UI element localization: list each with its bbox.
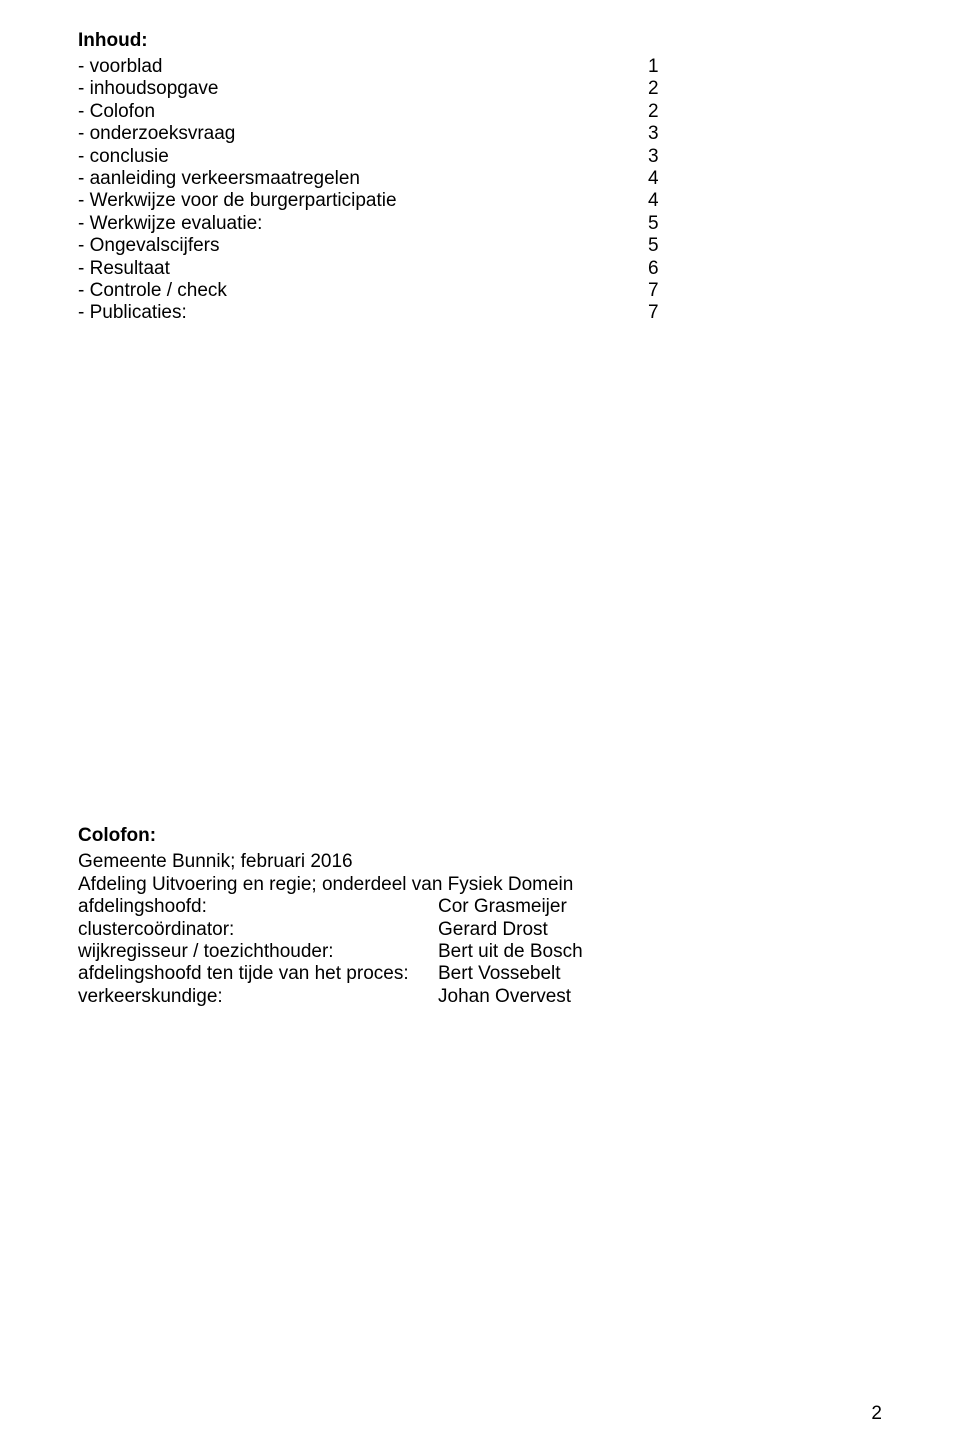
toc-label: - Resultaat <box>78 258 170 280</box>
toc-label: - inhoudsopgave <box>78 78 219 100</box>
toc-label: - aanleiding verkeersmaatregelen <box>78 168 360 190</box>
toc-label: - Colofon <box>78 101 155 123</box>
toc-label: - Werkwijze evaluatie: <box>78 213 262 235</box>
toc-label: - voorblad <box>78 56 163 78</box>
colofon-line: Gemeente Bunnik; februari 2016 <box>78 851 882 873</box>
colofon-block: Colofon: Gemeente Bunnik; februari 2016 … <box>78 825 882 1008</box>
toc-label: - Controle / check <box>78 280 227 302</box>
toc-row: - inhoudsopgave 2 <box>78 78 678 100</box>
toc-row: - Resultaat 6 <box>78 258 678 280</box>
toc-page: 3 <box>648 146 678 168</box>
toc: - voorblad 1 - inhoudsopgave 2 - Colofon… <box>78 56 882 325</box>
toc-page: 6 <box>648 258 678 280</box>
toc-label: - conclusie <box>78 146 169 168</box>
colofon-row: afdelingshoofd: Cor Grasmeijer <box>78 896 882 918</box>
toc-page: 5 <box>648 213 678 235</box>
colofon-title: Colofon: <box>78 825 882 847</box>
toc-label: - onderzoeksvraag <box>78 123 235 145</box>
toc-page: 2 <box>648 101 678 123</box>
toc-row: - voorblad 1 <box>78 56 678 78</box>
toc-row: - Publicaties: 7 <box>78 302 678 324</box>
page-number: 2 <box>871 1403 882 1425</box>
toc-row: - Colofon 2 <box>78 101 678 123</box>
toc-row: - conclusie 3 <box>78 146 678 168</box>
toc-row: - Controle / check 7 <box>78 280 678 302</box>
colofon-value: Gerard Drost <box>438 919 548 941</box>
colofon-value: Cor Grasmeijer <box>438 896 567 918</box>
toc-label: - Ongevalscijfers <box>78 235 220 257</box>
colofon-row: verkeerskundige: Johan Overvest <box>78 986 882 1008</box>
colofon-value: Bert uit de Bosch <box>438 941 583 963</box>
inhoud-title: Inhoud: <box>78 30 882 52</box>
colofon-value: Johan Overvest <box>438 986 571 1008</box>
colofon-value: Bert Vossebelt <box>438 963 561 985</box>
toc-row: - Werkwijze voor de burgerparticipatie 4 <box>78 190 678 212</box>
toc-page: 7 <box>648 280 678 302</box>
colofon-label: wijkregisseur / toezichthouder: <box>78 941 438 963</box>
toc-page: 5 <box>648 235 678 257</box>
toc-row: - onderzoeksvraag 3 <box>78 123 678 145</box>
toc-page: 7 <box>648 302 678 324</box>
toc-page: 3 <box>648 123 678 145</box>
toc-label: - Publicaties: <box>78 302 187 324</box>
page: Inhoud: - voorblad 1 - inhoudsopgave 2 -… <box>0 0 960 1455</box>
colofon-row: clustercoördinator: Gerard Drost <box>78 919 882 941</box>
toc-row: - Ongevalscijfers 5 <box>78 235 678 257</box>
toc-label: - Werkwijze voor de burgerparticipatie <box>78 190 397 212</box>
toc-page: 4 <box>648 168 678 190</box>
colofon-line: Afdeling Uitvoering en regie; onderdeel … <box>78 874 882 896</box>
colofon-label: afdelingshoofd ten tijde van het proces: <box>78 963 438 985</box>
colofon-row: afdelingshoofd ten tijde van het proces:… <box>78 963 882 985</box>
colofon-label: clustercoördinator: <box>78 919 438 941</box>
toc-row: - Werkwijze evaluatie: 5 <box>78 213 678 235</box>
toc-page: 2 <box>648 78 678 100</box>
colofon-row: wijkregisseur / toezichthouder: Bert uit… <box>78 941 882 963</box>
toc-page: 4 <box>648 190 678 212</box>
colofon-label: afdelingshoofd: <box>78 896 438 918</box>
toc-row: - aanleiding verkeersmaatregelen 4 <box>78 168 678 190</box>
toc-page: 1 <box>648 56 678 78</box>
colofon-label: verkeerskundige: <box>78 986 438 1008</box>
